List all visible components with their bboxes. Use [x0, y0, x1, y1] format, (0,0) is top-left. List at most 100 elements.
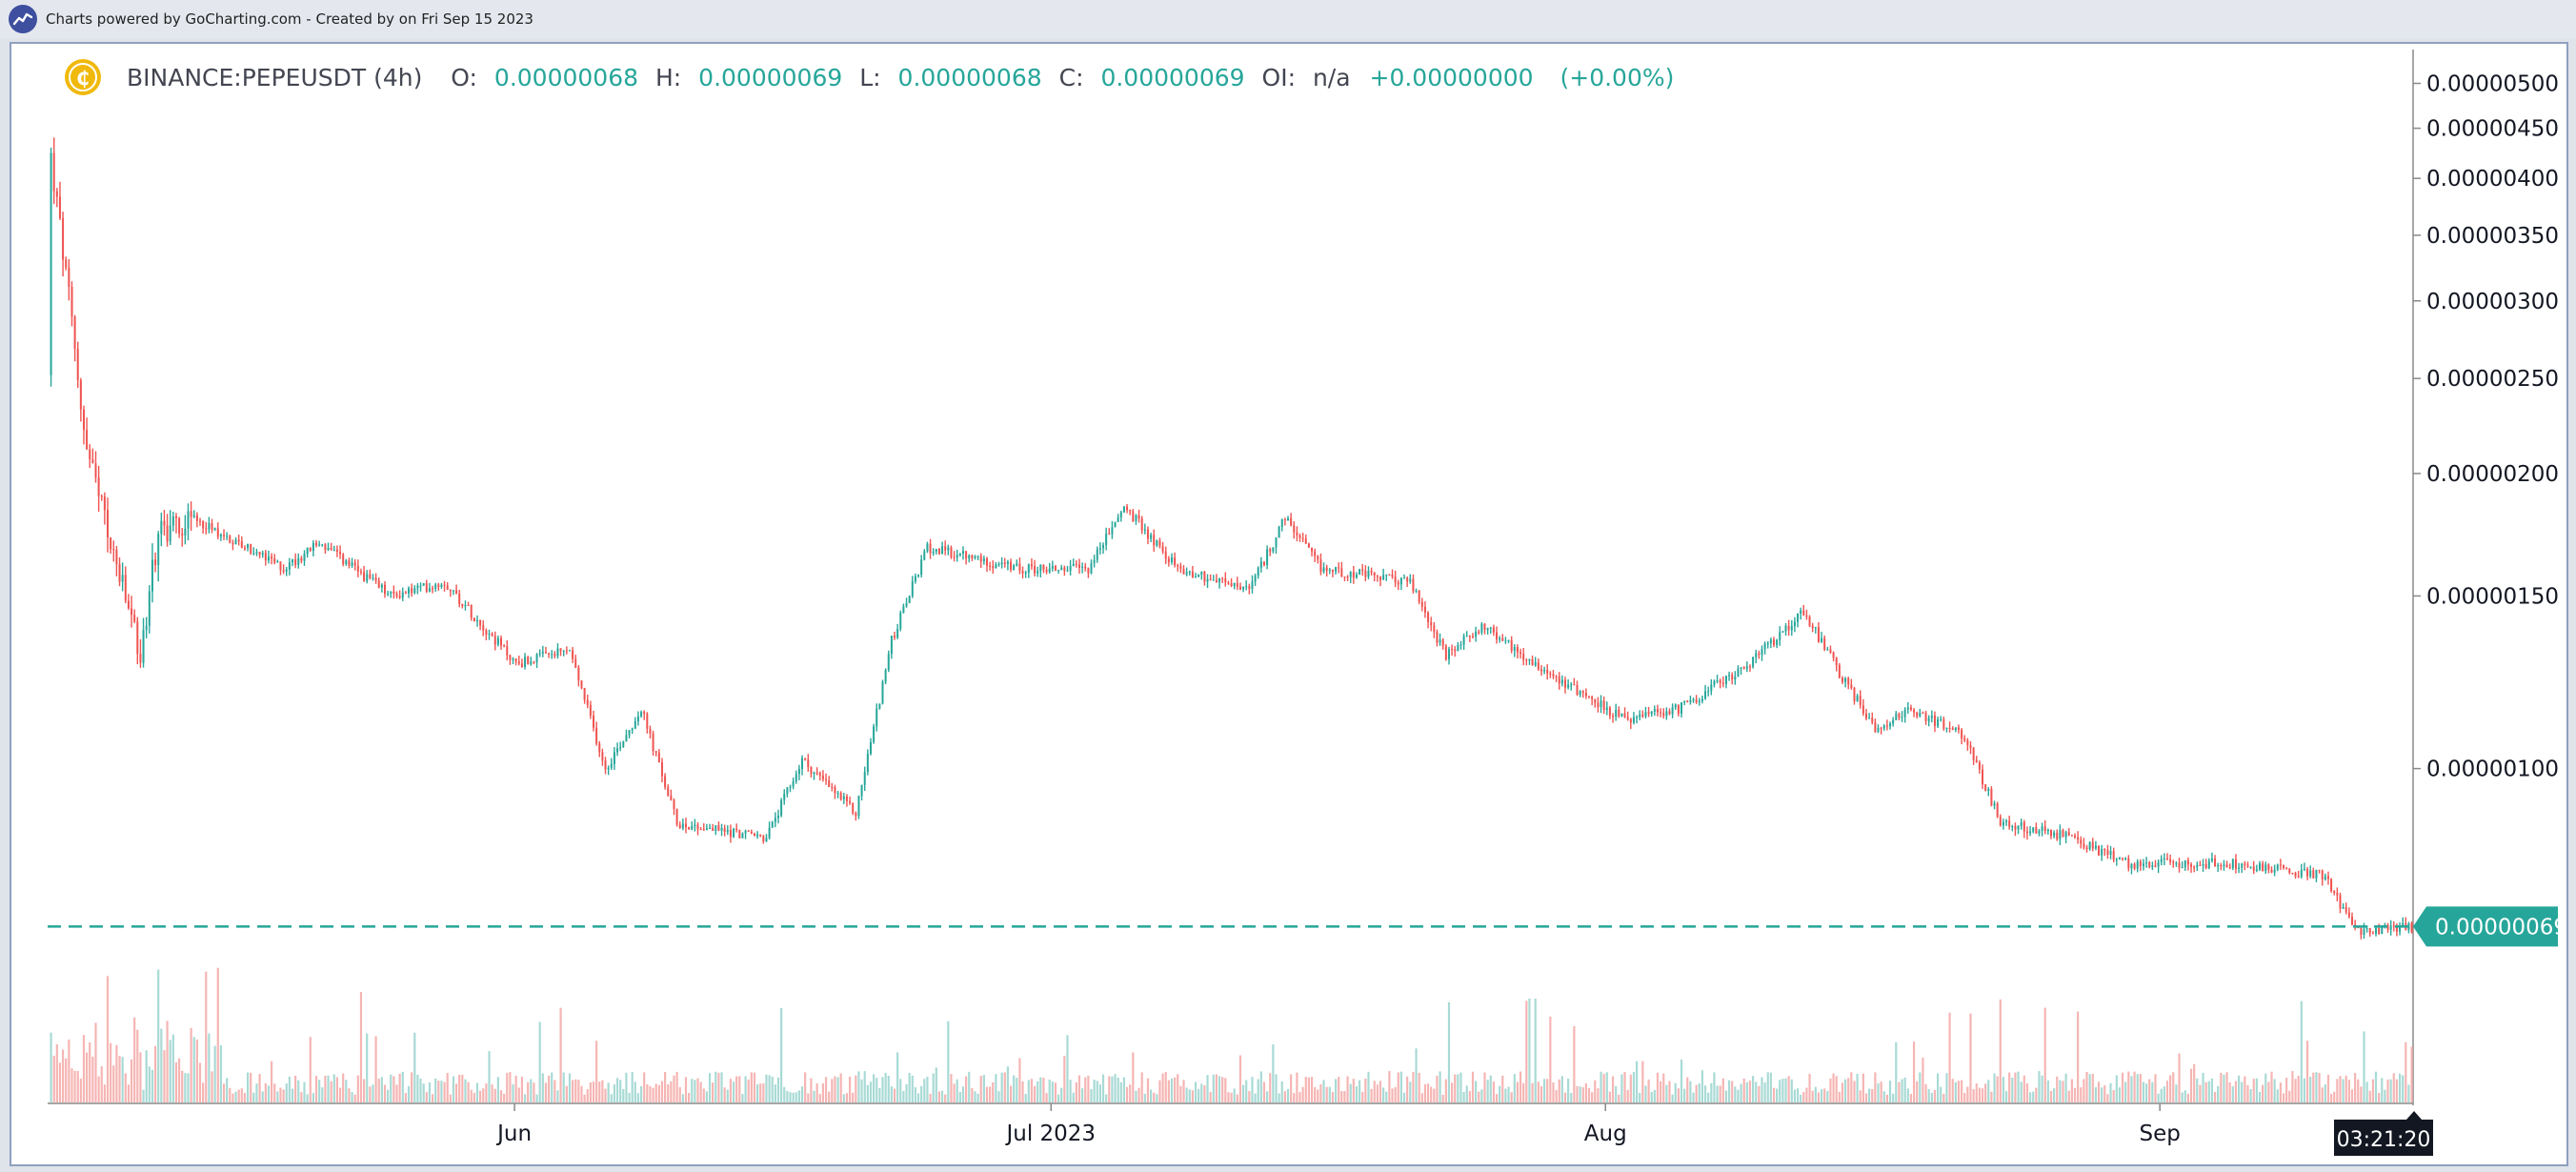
candle-body [548, 653, 551, 655]
candle-body [2053, 832, 2056, 837]
volume-bar [1143, 1093, 1146, 1102]
candle-body [118, 563, 121, 582]
candle-body [273, 558, 276, 563]
volume-bar [422, 1083, 425, 1102]
candle-body [1737, 668, 1740, 677]
candle-body [247, 544, 250, 549]
candle-body [735, 828, 738, 831]
candle-body [640, 712, 643, 717]
price-tick-label: 0.00000450 [2426, 117, 2559, 142]
volume-bar [1615, 1085, 1618, 1102]
candle-body [255, 552, 258, 554]
candle-body [1278, 527, 1280, 538]
candle-body [213, 528, 216, 531]
candle-body [2091, 841, 2094, 849]
candle-body [1209, 578, 1212, 580]
volume-bar [1475, 1081, 1478, 1102]
candle-body [598, 743, 601, 753]
volume-bar [1409, 1081, 1412, 1102]
volume-bar [240, 1088, 243, 1102]
volume-bar [2118, 1087, 2122, 1102]
volume-bar [192, 1037, 195, 1102]
volume-bar [1954, 1081, 1957, 1102]
volume-bar [1361, 1091, 1364, 1102]
candle-body [932, 551, 935, 554]
volume-bar [2151, 1081, 2154, 1102]
candle-body [1647, 712, 1650, 715]
candle-body [842, 796, 845, 799]
volume-bar [1570, 1093, 1573, 1102]
candle-body [1850, 684, 1853, 688]
volume-bar [404, 1093, 407, 1102]
volume-bar [454, 1083, 458, 1102]
candle-body [2375, 928, 2378, 934]
volume-bar [625, 1072, 628, 1102]
volume-bar [1087, 1075, 1090, 1102]
candle-body [1499, 637, 1501, 640]
volume-bar [2363, 1031, 2365, 1102]
volume-bar [65, 1058, 68, 1102]
volume-bar [2199, 1084, 2202, 1102]
volume-bar [580, 1085, 583, 1102]
candle-body [813, 772, 815, 774]
volume-bar [1030, 1079, 1034, 1102]
candle-body [2154, 865, 2157, 867]
volume-bar [848, 1076, 852, 1102]
volume-bar [1677, 1088, 1680, 1102]
volume-bar [750, 1072, 753, 1102]
candle-body [986, 558, 989, 566]
candle-body [1721, 682, 1724, 684]
volume-bar [1534, 999, 1537, 1102]
candle-body [1680, 702, 1683, 714]
price-axis[interactable]: 0.000005000.000004500.000004000.00000350… [2413, 72, 2559, 782]
candle-body [1433, 625, 1436, 633]
volume-bar [992, 1081, 995, 1102]
candle-body [849, 800, 852, 803]
candle-body [899, 613, 902, 629]
candle-body [1179, 566, 1182, 570]
volume-bar [118, 1056, 121, 1102]
volume-bar [1355, 1086, 1358, 1102]
volume-bar [461, 1074, 464, 1102]
volume-bar [789, 1092, 792, 1102]
candle-body [142, 630, 145, 663]
candle-body [1704, 691, 1707, 699]
volume-bar [2291, 1071, 2294, 1102]
candle-body [1439, 639, 1441, 643]
volume-bar [163, 1050, 166, 1102]
volume-bar [106, 976, 110, 1102]
volume-bar [2249, 1089, 2252, 1102]
candle-body [2339, 895, 2342, 909]
last-price-text: 0.00000069 [2435, 915, 2567, 940]
volume-bar [1499, 1085, 1501, 1102]
candle-body [62, 217, 65, 260]
volume-bar [2225, 1072, 2228, 1102]
candle-body [1188, 571, 1191, 573]
candle-body [2049, 829, 2052, 837]
time-axis[interactable]: Jun Jul 2023 Aug Sep [495, 1103, 2181, 1146]
candle-body [1537, 662, 1540, 670]
candle-body [652, 733, 654, 752]
candle-body [1734, 677, 1737, 680]
candle-body [440, 584, 443, 588]
volume-bar [958, 1091, 961, 1102]
volume-bar [1319, 1084, 1322, 1102]
legend-symbol[interactable]: BINANCE:PEPEUSDT (4h) [127, 64, 422, 91]
volume-bar [2345, 1075, 2347, 1102]
volume-bar [1984, 1083, 1987, 1102]
time-tick-label: Jul 2023 [1004, 1121, 1096, 1146]
volume-bar [1936, 1073, 1940, 1102]
candle-body [2347, 912, 2350, 918]
volume-bar [76, 1071, 79, 1102]
candle-body [2264, 864, 2267, 872]
volume-bar [2109, 1082, 2112, 1102]
candle-body [1436, 632, 1439, 643]
volume-bar [2395, 1079, 2399, 1102]
volume-bar [1119, 1081, 1122, 1102]
volume-bar [1373, 1081, 1376, 1102]
volume-bar [1781, 1079, 1784, 1102]
volume-bar [800, 1086, 804, 1102]
volume-bar [708, 1073, 712, 1102]
candle-body [443, 584, 446, 586]
